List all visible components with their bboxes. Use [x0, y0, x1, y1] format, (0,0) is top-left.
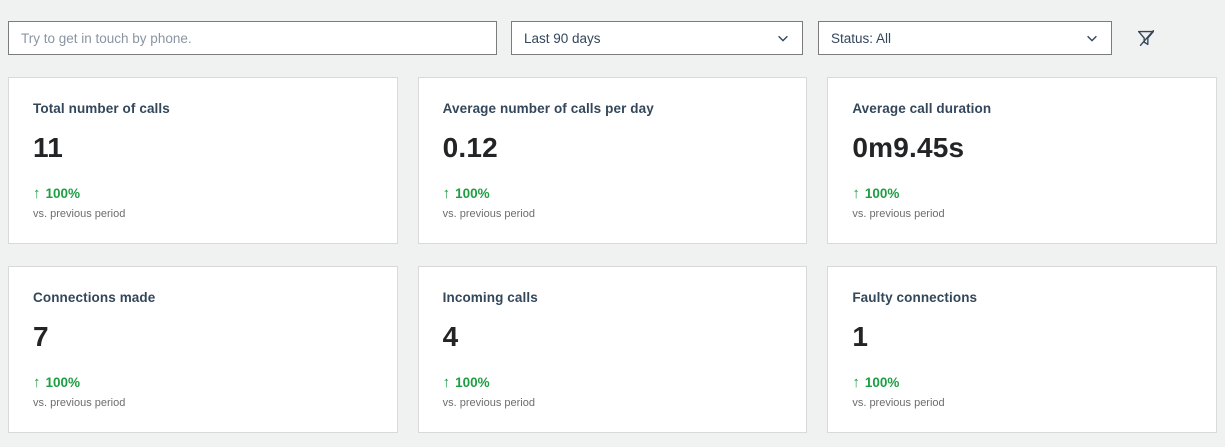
stat-note: vs. previous period [852, 208, 945, 220]
chevron-down-icon [1085, 31, 1099, 45]
trend-percent: 100% [864, 375, 900, 390]
stat-title: Connections made [33, 290, 156, 305]
stat-trend: ↑ 100% [33, 186, 373, 201]
stat-title: Incoming calls [442, 290, 538, 305]
filter-off-icon [1135, 27, 1157, 49]
trend-up-icon: ↑ [33, 185, 41, 202]
stat-note: vs. previous period [442, 208, 535, 220]
stat-card-average-calls-per-day: Average number of calls per day 0.12 ↑ 1… [417, 77, 808, 244]
stat-title: Average number of calls per day [442, 101, 654, 116]
stat-card-faulty-connections: Faulty connections 1 ↑ 100% vs. previous… [827, 266, 1217, 433]
trend-up-icon: ↑ [852, 374, 860, 391]
period-select[interactable]: Last 90 days [511, 21, 803, 55]
stat-card-incoming-calls: Incoming calls 4 ↑ 100% vs. previous per… [417, 266, 808, 433]
search-input[interactable] [8, 21, 497, 55]
stat-trend: ↑ 100% [33, 375, 373, 390]
trend-up-icon: ↑ [442, 374, 451, 391]
stat-card-average-call-duration: Average call duration 0m9.45s ↑ 100% vs.… [827, 77, 1217, 244]
trend-up-icon: ↑ [852, 185, 860, 202]
stat-value: 4 [442, 321, 459, 352]
period-select-value: Last 90 days [524, 30, 601, 46]
stat-value: 0.12 [442, 132, 498, 163]
status-select[interactable]: Status: All [818, 21, 1112, 55]
trend-percent: 100% [45, 375, 81, 390]
stat-title: Total number of calls [33, 101, 170, 116]
stat-value: 7 [33, 321, 49, 352]
trend-percent: 100% [455, 375, 490, 390]
stat-card-total-calls: Total number of calls 11 ↑ 100% vs. prev… [8, 77, 398, 244]
clear-filters-button[interactable] [1133, 25, 1159, 51]
trend-up-icon: ↑ [442, 185, 451, 202]
stat-note: vs. previous period [852, 397, 945, 409]
chevron-down-icon [776, 31, 790, 45]
filter-bar: Last 90 days Status: All [0, 0, 1225, 55]
status-select-value: Status: All [831, 30, 892, 46]
stat-trend: ↑ 100% [852, 186, 1192, 201]
stat-trend: ↑ 100% [852, 375, 1192, 390]
stat-note: vs. previous period [442, 397, 535, 409]
stat-title: Average call duration [852, 101, 992, 116]
trend-percent: 100% [45, 186, 81, 201]
stat-value: 11 [33, 132, 63, 163]
stat-title: Faulty connections [852, 290, 978, 305]
stat-trend: ↑ 100% [443, 186, 783, 201]
trend-percent: 100% [455, 186, 490, 201]
stat-trend: ↑ 100% [443, 375, 783, 390]
stat-note: vs. previous period [33, 397, 126, 409]
trend-up-icon: ↑ [33, 374, 41, 391]
stat-value: 0m9.45s [852, 132, 965, 163]
stat-value: 1 [852, 321, 869, 352]
stat-card-connections-made: Connections made 7 ↑ 100% vs. previous p… [8, 266, 398, 433]
trend-percent: 100% [864, 186, 900, 201]
stat-note: vs. previous period [33, 208, 126, 220]
stats-cards-grid: Total number of calls 11 ↑ 100% vs. prev… [8, 77, 1217, 433]
